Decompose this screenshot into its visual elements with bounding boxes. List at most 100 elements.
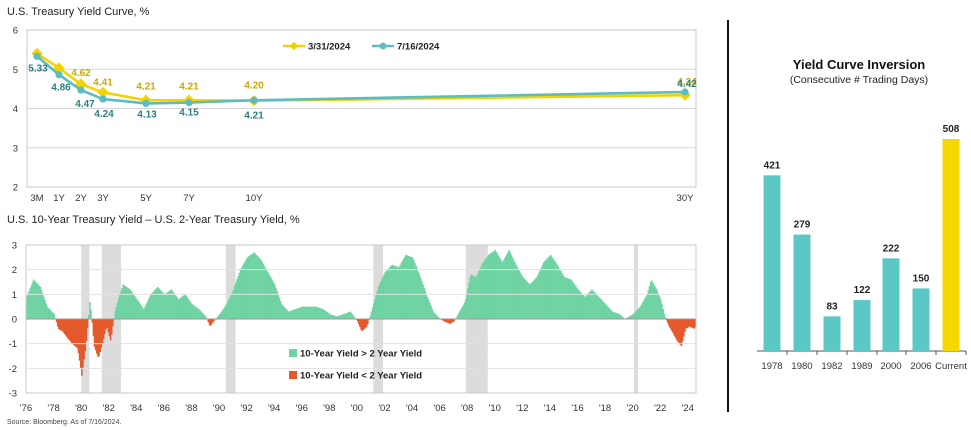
spread-bar [108, 319, 111, 337]
spread-bar [384, 272, 386, 319]
spread-bar [28, 291, 30, 319]
spread-bar [546, 258, 548, 319]
y-tick-label: 6 [13, 26, 18, 37]
spread-bar [45, 303, 47, 319]
spread-bar [162, 293, 165, 319]
spread-bar [142, 307, 144, 319]
spread-bar [37, 284, 39, 319]
spread-bar [366, 319, 368, 327]
spread-bar [378, 284, 381, 319]
spread-bar [155, 288, 158, 319]
spread-bar [76, 319, 78, 349]
spread-bar [61, 319, 64, 332]
spread-bar [90, 309, 92, 319]
spread-bar [644, 298, 646, 319]
spread-bar [271, 280, 274, 319]
spread-bar [534, 278, 537, 319]
spread-bar [528, 283, 530, 319]
spread-bar [219, 314, 221, 319]
spread-bar [325, 311, 328, 319]
spread-bar [305, 306, 307, 319]
spread-bar [313, 306, 315, 319]
spread-bar [601, 300, 604, 319]
spread-bar [467, 288, 469, 319]
spread-bar [391, 264, 393, 319]
spread-bar [329, 314, 331, 319]
spread-bar [611, 311, 614, 319]
spread-bar [594, 293, 597, 319]
spread-bar [614, 312, 616, 319]
spread-bar [472, 275, 475, 319]
spread-bar [146, 301, 149, 319]
spread-bar [212, 319, 214, 323]
spread-bar [143, 309, 145, 319]
spread-bar [227, 301, 229, 319]
spread-bar [62, 319, 65, 333]
spread-bar [387, 268, 390, 319]
spread-bar [135, 297, 137, 319]
spread-bar [150, 294, 152, 319]
bar [942, 139, 960, 351]
spread-bar [479, 267, 482, 319]
spread-bar [464, 299, 467, 319]
spread-bar [531, 282, 533, 319]
spread-bar [592, 290, 594, 319]
spread-bar [499, 258, 501, 319]
spread-bar [185, 295, 188, 319]
spread-bar [382, 277, 384, 319]
spread-bar [46, 306, 49, 319]
spread-bar [326, 312, 329, 319]
spread-bar [578, 290, 581, 319]
bar-value-label: 122 [854, 285, 871, 296]
spread-bar [358, 319, 360, 325]
spread-bar [258, 257, 260, 319]
data-label: 4.47 [75, 99, 95, 110]
spread-bar [264, 268, 267, 319]
spread-bar [152, 291, 154, 319]
spread-bar [598, 296, 600, 319]
spread-bar [106, 319, 108, 329]
spread-bar [109, 319, 112, 341]
spread-bar [345, 313, 347, 319]
spread-bar [86, 319, 89, 328]
spread-bar [487, 254, 490, 319]
spread-bar [508, 249, 510, 319]
spread-bar [679, 319, 682, 345]
spread-bar [493, 250, 496, 319]
spread-bar [193, 305, 196, 319]
spread-bar [668, 319, 670, 326]
spread-bar [529, 284, 531, 319]
spread-bar [161, 291, 164, 319]
spread-bar [259, 258, 261, 319]
spread-bar [290, 310, 292, 319]
spread-bar [664, 317, 667, 319]
spread-bar [480, 264, 483, 319]
spread-bar [424, 291, 427, 319]
spread-bar [130, 291, 132, 319]
spread-bar [456, 315, 459, 319]
spread-bar [656, 291, 659, 319]
spread-bar [524, 279, 527, 319]
spread-bar [482, 263, 484, 319]
spread-bar [306, 306, 308, 319]
spread-bar [74, 319, 76, 347]
spread-bar [445, 319, 447, 323]
spread-bar [545, 259, 547, 319]
spread-bar [413, 260, 415, 319]
spread-bar [67, 319, 69, 339]
spread-bar [247, 256, 250, 319]
spread-bar [224, 305, 227, 319]
x-tick-label: 30Y [677, 193, 695, 204]
spread-bar [506, 254, 508, 319]
spread-bar [231, 291, 234, 319]
spread-bar [251, 254, 253, 319]
yield-curve-chart: 2 3 4 5 6 3M 1Y 2Y 3Y 5Y 7Y 10Y 30Y 4.624.41 4.21 4.21 4… [13, 26, 697, 205]
bar [823, 316, 841, 351]
spread-bar [83, 319, 85, 360]
spread-bar [490, 253, 492, 319]
spread-bar [375, 295, 377, 319]
spread-bar [380, 279, 383, 319]
spread-bar [229, 296, 231, 319]
spread-bar [322, 309, 324, 319]
